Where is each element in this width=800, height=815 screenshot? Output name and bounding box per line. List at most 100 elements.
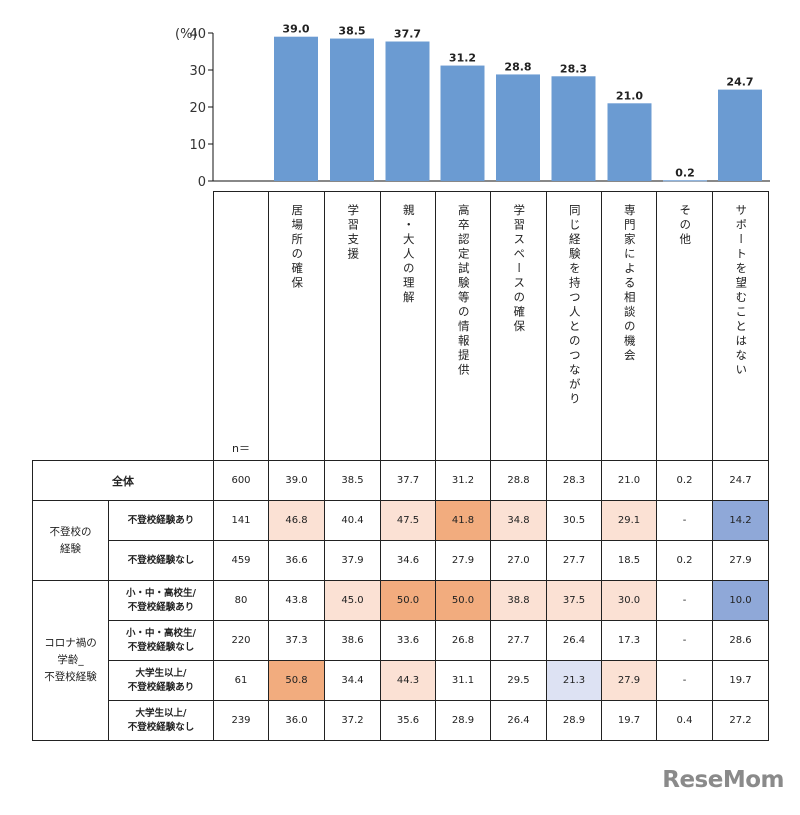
table-cell: 26.4 xyxy=(490,700,547,741)
table-cell: 14.2 xyxy=(712,500,769,541)
table-cell: 34.6 xyxy=(380,540,436,581)
bar-2 xyxy=(330,38,374,181)
table-cell: 37.3 xyxy=(268,620,325,661)
row-n: 220 xyxy=(213,620,269,661)
bar-value-label-1: 39.0 xyxy=(282,23,309,36)
total-cell: 0.2 xyxy=(656,460,713,501)
bar-value-label-2: 38.5 xyxy=(338,25,365,38)
total-cell: 21.0 xyxy=(601,460,657,501)
table-cell: 28.6 xyxy=(712,620,769,661)
table-cell: 30.5 xyxy=(546,500,602,541)
bar-value-label-6: 28.3 xyxy=(560,62,587,75)
table-cell: 50.8 xyxy=(268,660,325,701)
row-n: 239 xyxy=(213,700,269,741)
table-cell: - xyxy=(656,620,713,661)
y-tick-label-30: 30 xyxy=(189,64,206,79)
row-label: 小・中・高校生/不登校経験なし xyxy=(108,620,214,661)
table-cell: 40.4 xyxy=(324,500,381,541)
table-cell: 31.1 xyxy=(435,660,491,701)
category-header-9: サポートを望むことはない xyxy=(712,191,769,461)
row-n: 80 xyxy=(213,580,269,621)
table-cell: 36.6 xyxy=(268,540,325,581)
bar-value-label-5: 28.8 xyxy=(504,60,531,73)
category-label: その他 xyxy=(678,204,693,248)
table-cell: 37.2 xyxy=(324,700,381,741)
row-label: 不登校経験なし xyxy=(108,540,214,581)
y-tick-label-0: 0 xyxy=(198,175,206,190)
table-cell: 46.8 xyxy=(268,500,325,541)
table-cell: 27.0 xyxy=(490,540,547,581)
category-header-2: 学習支援 xyxy=(324,191,381,461)
table-cell: 27.9 xyxy=(712,540,769,581)
total-cell: 31.2 xyxy=(435,460,491,501)
table-cell: 18.5 xyxy=(601,540,657,581)
category-label: 同じ経験を持つ人とのつながり xyxy=(567,204,582,407)
category-label: 専門家による相談の機会 xyxy=(622,204,637,364)
bar-9 xyxy=(718,89,762,181)
table-cell: 33.6 xyxy=(380,620,436,661)
category-label: サポートを望むことはない xyxy=(734,204,749,378)
table-row: コロナ禍の 学齢_ 不登校経験 小・中・高校生/不登校経験あり 80 43.8 45.0 50… xyxy=(32,580,769,741)
bar-value-label-4: 31.2 xyxy=(449,52,476,65)
table-cell: 34.4 xyxy=(324,660,381,701)
table-cell: 27.7 xyxy=(490,620,547,661)
table-cell: 45.0 xyxy=(324,580,381,621)
table-cell: 19.7 xyxy=(712,660,769,701)
table-cell: 10.0 xyxy=(712,580,769,621)
category-label: 親・大人の理解 xyxy=(401,204,416,306)
bar-5 xyxy=(496,74,540,181)
bar-1 xyxy=(274,36,318,182)
y-tick-label-10: 10 xyxy=(189,138,206,153)
table-cell: 28.9 xyxy=(546,700,602,741)
table-cell: 29.1 xyxy=(601,500,657,541)
table-row: 不登校経験なし 459 36.6 37.9 34.6 27.9 27.0 27.7 18.5 0.… xyxy=(33,540,769,581)
table-cell: 35.6 xyxy=(380,700,436,741)
table-cell: 38.8 xyxy=(490,580,547,621)
table-cell: 30.0 xyxy=(601,580,657,621)
resemom-logo: ReseMom xyxy=(662,767,784,793)
bar-value-label-7: 21.0 xyxy=(616,89,643,102)
table-cell: 34.8 xyxy=(490,500,547,541)
table-row: 大学生以上/不登校経験なし 239 36.0 37.2 35.6 28.9 26.4 28.9… xyxy=(33,700,769,741)
table-cell: 26.4 xyxy=(546,620,602,661)
category-header-6: 同じ経験を持つ人とのつながり xyxy=(546,191,602,461)
table-cell: 37.9 xyxy=(324,540,381,581)
group-label-futoko: 不登校の 経験 xyxy=(32,500,109,581)
table-cell: 43.8 xyxy=(268,580,325,621)
bar-value-label-8: 0.2 xyxy=(675,166,695,179)
total-cell: 39.0 xyxy=(268,460,325,501)
total-cell: 38.5 xyxy=(324,460,381,501)
category-header-1: 居場所の確保 xyxy=(268,191,325,461)
category-label: 高卒認定試験等の情報提供 xyxy=(456,204,471,378)
table-cell: 17.3 xyxy=(601,620,657,661)
y-tick-label-40: 40 xyxy=(189,27,206,42)
table-cell: 21.3 xyxy=(546,660,602,701)
bar-3 xyxy=(385,41,430,182)
table-cell: 28.9 xyxy=(435,700,491,741)
data-table: n＝ 居場所の確保 学習支援 親・大人の理解 高卒認定試験等の情報提供 学習スペースの確… xyxy=(32,191,769,741)
category-label: 居場所の確保 xyxy=(290,204,305,291)
row-label: 小・中・高校生/不登校経験あり xyxy=(108,580,214,621)
bar-value-label-9: 24.7 xyxy=(726,76,753,89)
table-cell: - xyxy=(656,500,713,541)
table-row-total: 全体 600 39.0 38.5 37.7 31.2 28.8 28.3 21.0 0.2 24… xyxy=(32,460,769,501)
table-cell: 0.2 xyxy=(656,540,713,581)
table-cell: 50.0 xyxy=(380,580,436,621)
row-n: 61 xyxy=(213,660,269,701)
table-cell: 27.2 xyxy=(712,700,769,741)
bar-4 xyxy=(440,65,485,181)
row-label: 大学生以上/不登校経験なし xyxy=(108,700,214,741)
bar-8 xyxy=(663,180,707,182)
table-cell: 38.6 xyxy=(324,620,381,661)
table-cell: 36.0 xyxy=(268,700,325,741)
table-cell: 26.8 xyxy=(435,620,491,661)
category-header-4: 高卒認定試験等の情報提供 xyxy=(435,191,491,461)
category-label: 学習支援 xyxy=(346,204,361,262)
group-label-corona: コロナ禍の 学齢_ 不登校経験 xyxy=(32,580,109,741)
blank-corner xyxy=(32,191,214,461)
category-label: 学習スペースの確保 xyxy=(512,204,527,335)
total-cell: 37.7 xyxy=(380,460,436,501)
total-cell: 28.3 xyxy=(546,460,602,501)
y-tick-label-20: 20 xyxy=(189,101,206,116)
total-cell: 24.7 xyxy=(712,460,769,501)
